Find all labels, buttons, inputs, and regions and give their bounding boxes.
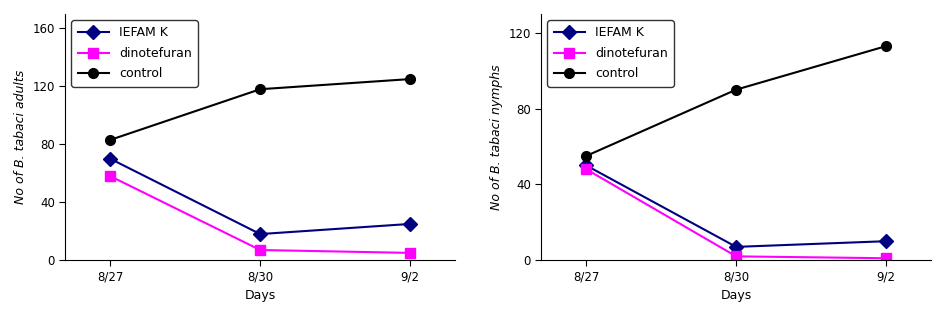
IEFAM K xyxy=(254,232,265,236)
Line: dinotefuran: dinotefuran xyxy=(105,171,414,258)
dinotefuran xyxy=(580,167,591,171)
dinotefuran xyxy=(105,174,116,178)
Y-axis label: No of B. tabaci adults: No of B. tabaci adults xyxy=(14,70,26,204)
Line: control: control xyxy=(581,41,890,161)
control xyxy=(880,44,891,48)
IEFAM K xyxy=(404,222,415,226)
control xyxy=(580,154,591,158)
X-axis label: Days: Days xyxy=(244,289,276,302)
Legend: IEFAM K, dinotefuran, control: IEFAM K, dinotefuran, control xyxy=(72,20,198,87)
Legend: IEFAM K, dinotefuran, control: IEFAM K, dinotefuran, control xyxy=(547,20,673,87)
dinotefuran xyxy=(880,256,891,260)
IEFAM K xyxy=(105,157,116,161)
control xyxy=(730,88,741,92)
Line: IEFAM K: IEFAM K xyxy=(105,154,414,239)
IEFAM K xyxy=(730,245,741,249)
dinotefuran xyxy=(730,254,741,258)
IEFAM K xyxy=(580,164,591,167)
X-axis label: Days: Days xyxy=(719,289,751,302)
control xyxy=(404,77,415,81)
Line: IEFAM K: IEFAM K xyxy=(581,161,890,252)
control xyxy=(254,87,265,91)
control xyxy=(105,138,116,142)
Line: dinotefuran: dinotefuran xyxy=(581,164,890,263)
Y-axis label: No of B. tabaci nymphs: No of B. tabaci nymphs xyxy=(489,64,502,210)
dinotefuran xyxy=(254,248,265,252)
IEFAM K xyxy=(880,239,891,243)
Line: control: control xyxy=(105,74,414,145)
dinotefuran xyxy=(404,251,415,255)
